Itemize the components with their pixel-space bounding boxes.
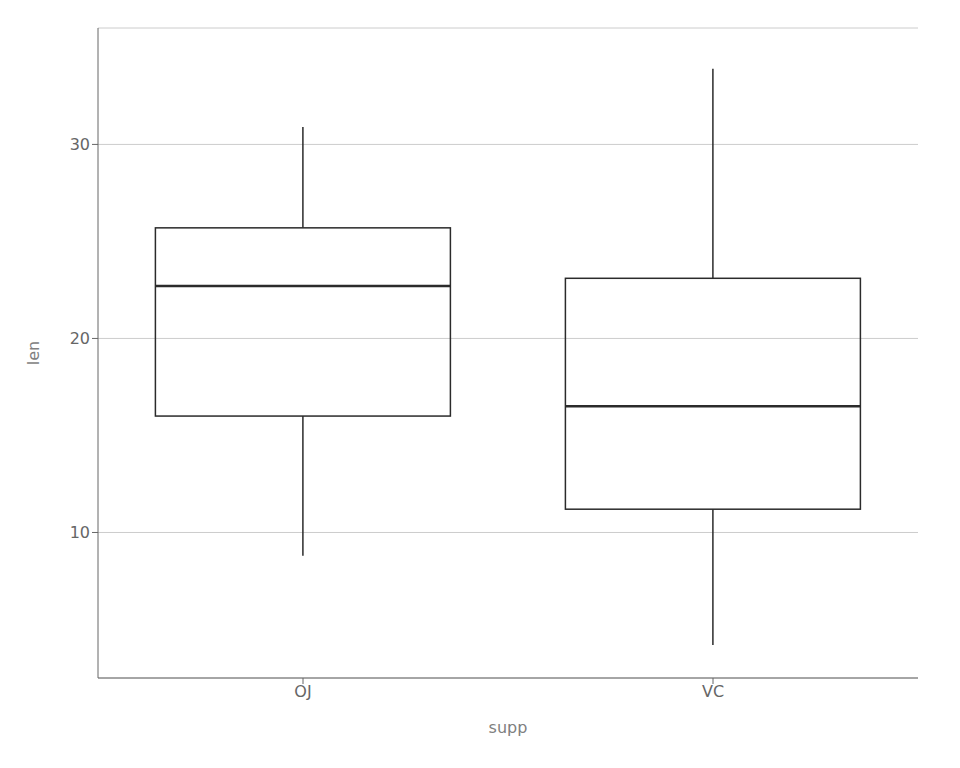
- svg-text:10: 10: [70, 523, 90, 542]
- svg-text:VC: VC: [702, 682, 724, 701]
- svg-text:supp: supp: [489, 718, 528, 737]
- svg-text:len: len: [24, 341, 43, 365]
- svg-text:20: 20: [70, 329, 90, 348]
- svg-text:OJ: OJ: [294, 682, 311, 701]
- svg-text:30: 30: [70, 135, 90, 154]
